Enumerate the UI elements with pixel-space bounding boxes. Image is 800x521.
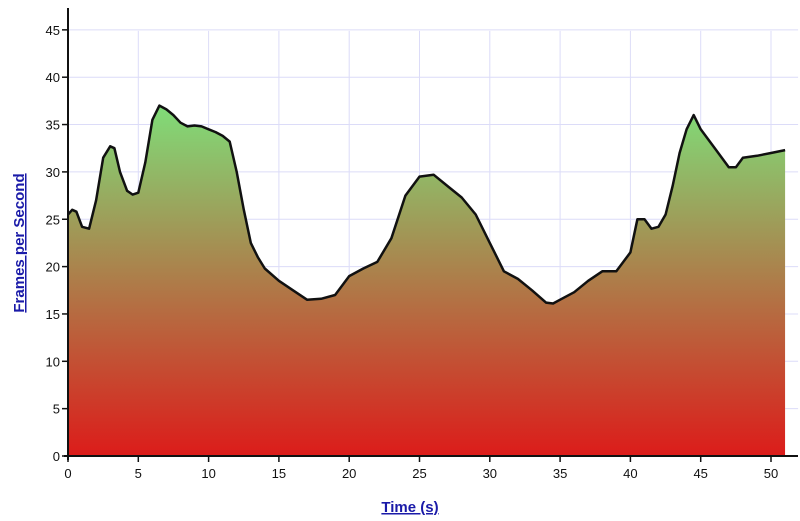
y-tick-label: 15 (46, 307, 60, 322)
x-tick-label: 35 (553, 466, 567, 481)
y-tick-label: 40 (46, 70, 60, 85)
y-tick-label: 10 (46, 354, 60, 369)
y-tick-label: 0 (53, 449, 60, 464)
x-tick-label: 15 (272, 466, 286, 481)
x-tick-label: 45 (693, 466, 707, 481)
y-tick-label: 45 (46, 23, 60, 38)
axes (64, 8, 798, 460)
y-axis-ticks: 0 5 10 15 20 25 30 35 40 45 (46, 23, 68, 464)
y-tick-label: 30 (46, 165, 60, 180)
area-fill (68, 105, 786, 456)
y-tick-label: 25 (46, 212, 60, 227)
x-tick-label: 0 (64, 466, 71, 481)
x-tick-label: 25 (412, 466, 426, 481)
series-line (67, 104, 786, 305)
y-tick-label: 5 (53, 402, 60, 417)
x-tick-label: 40 (623, 466, 637, 481)
x-tick-label: 20 (342, 466, 356, 481)
x-axis-title: Time (s) (381, 499, 438, 516)
x-tick-label: 5 (135, 466, 142, 481)
x-tick-label: 30 (483, 466, 497, 481)
y-tick-label: 35 (46, 118, 60, 133)
x-tick-label: 50 (764, 466, 778, 481)
y-tick-label: 20 (46, 260, 60, 275)
x-axis-ticks: 0 5 10 15 20 25 30 35 40 45 50 (64, 456, 778, 481)
y-axis-title: Frames per Second (11, 173, 28, 312)
x-tick-label: 10 (201, 466, 215, 481)
